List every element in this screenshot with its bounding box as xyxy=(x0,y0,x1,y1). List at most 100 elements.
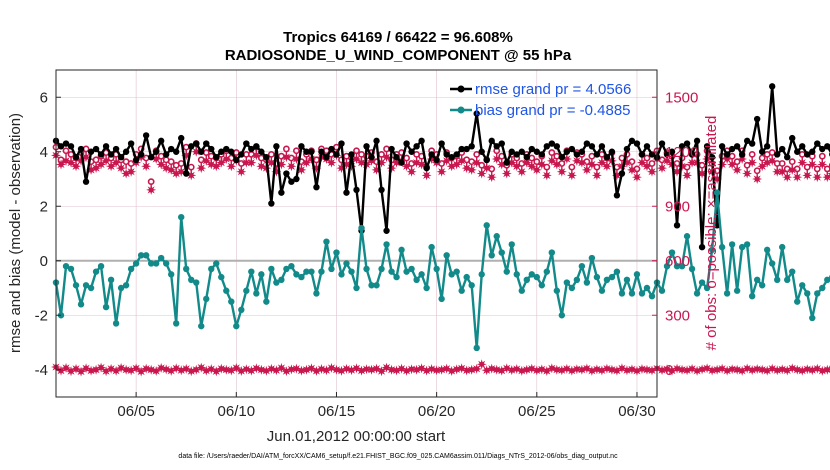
obs-possible-point xyxy=(167,158,175,166)
bias-point xyxy=(147,260,155,267)
bias-point xyxy=(127,265,135,273)
obs-assimilated-point xyxy=(636,157,647,168)
obs-assimilated-point xyxy=(662,155,673,166)
bias-point xyxy=(668,249,676,256)
obs-bottom-point xyxy=(486,363,497,374)
x-tick-label: 06/25 xyxy=(518,403,556,420)
obs-assimilated-point xyxy=(576,157,587,168)
bias-point xyxy=(283,265,290,273)
bias-point xyxy=(67,265,75,273)
obs-assimilated-point xyxy=(246,157,257,168)
rmse-point xyxy=(728,145,736,153)
obs-bottom-point xyxy=(256,364,267,375)
obs-assimilated-point xyxy=(546,155,557,166)
rmse-point xyxy=(633,140,641,147)
rmse-point xyxy=(758,148,766,155)
bias-point xyxy=(784,276,791,284)
rmse-point xyxy=(809,148,816,155)
rmse-point xyxy=(303,148,310,155)
bias-point xyxy=(132,260,140,267)
obs-assimilated-point xyxy=(586,159,597,170)
bias-point xyxy=(794,298,801,305)
obs-bottom-point xyxy=(546,363,557,374)
obs-bottom-point xyxy=(376,366,387,377)
rmse-point xyxy=(233,156,240,164)
bias-point xyxy=(418,271,425,278)
bias-point xyxy=(167,271,175,278)
rmse-point xyxy=(503,159,510,166)
obs-assimilated-point xyxy=(752,174,763,184)
rmse-point xyxy=(603,154,611,161)
bias-point xyxy=(263,298,270,305)
bias-point xyxy=(62,263,70,270)
bias-point xyxy=(82,282,90,289)
rmse-point xyxy=(248,145,255,153)
obs-bottom-point xyxy=(421,365,432,376)
obs-bottom-point xyxy=(586,365,597,376)
y-tick-right-label: 900 xyxy=(665,198,690,215)
bias-point xyxy=(273,279,280,286)
obs-bottom-point xyxy=(516,365,527,376)
obs-assimilated-point xyxy=(556,166,567,177)
rmse-point xyxy=(688,151,696,158)
obs-assimilated-point xyxy=(236,166,247,177)
y-tick-right-label: 0 xyxy=(665,362,673,379)
bias-point xyxy=(568,284,576,292)
rmse-point xyxy=(162,151,170,158)
obs-assimilated-point xyxy=(737,154,748,165)
rmse-point xyxy=(423,164,430,172)
obs-assimilated-point xyxy=(481,163,492,174)
bias-point xyxy=(748,292,756,300)
obs-possible-point xyxy=(147,178,155,186)
rmse-point xyxy=(508,148,515,155)
obs-assimilated-point xyxy=(551,159,562,170)
rmse-point xyxy=(608,148,616,155)
y-axis-right: 0 300 600 900 1200 1500 xyxy=(652,89,698,379)
bias-point xyxy=(248,268,255,275)
obs-possible-point xyxy=(778,160,786,167)
obs-assimilated-point xyxy=(326,157,337,168)
obs-bottom-point xyxy=(606,364,617,375)
bias-point xyxy=(728,241,736,248)
rmse-point xyxy=(112,145,120,153)
bias-point xyxy=(814,290,821,297)
obs-possible-point xyxy=(593,163,601,171)
obs-assimilated-point xyxy=(421,170,432,181)
rmse-point xyxy=(613,192,621,199)
rmse-point xyxy=(152,148,160,155)
bias-point xyxy=(438,295,445,303)
obs-assimilated-point xyxy=(682,170,693,181)
rmse-point xyxy=(137,151,145,158)
bias-point xyxy=(87,284,95,292)
x-tick-label: 06/20 xyxy=(418,403,456,420)
bias-point xyxy=(338,271,345,278)
bias-point xyxy=(157,254,165,262)
obs-bottom-point xyxy=(366,364,377,375)
rmse-point xyxy=(643,143,651,150)
obs-assimilated-point xyxy=(646,166,657,177)
rmse-point xyxy=(363,143,370,150)
obs-assimilated-point xyxy=(96,159,107,170)
obs-possible-point xyxy=(518,160,526,167)
bias-point xyxy=(97,263,105,270)
bias-point xyxy=(178,213,185,221)
bias-point xyxy=(809,314,816,322)
footnote: data file: /Users/raeder/DAI/ATM_forcXX/… xyxy=(178,453,618,460)
obs-bottom-point xyxy=(251,363,262,374)
bias-point xyxy=(313,290,320,297)
rmse-point xyxy=(188,143,195,150)
rmse-point xyxy=(743,137,751,145)
bias-point xyxy=(633,271,641,278)
obs-possible-point xyxy=(658,156,666,164)
obs-possible-point xyxy=(247,150,255,158)
x-tick-label: 06/15 xyxy=(318,403,356,420)
rmse-point xyxy=(278,189,285,196)
obs-bottom-point xyxy=(96,362,107,373)
obs-assimilated-point xyxy=(792,172,803,183)
bias-point xyxy=(819,284,826,292)
y-tick-left-label: 4 xyxy=(40,144,48,161)
bias-point xyxy=(393,273,400,281)
obs-bottom-point xyxy=(301,364,312,375)
obs-bottom-point xyxy=(657,365,668,376)
rmse-point xyxy=(333,151,340,158)
